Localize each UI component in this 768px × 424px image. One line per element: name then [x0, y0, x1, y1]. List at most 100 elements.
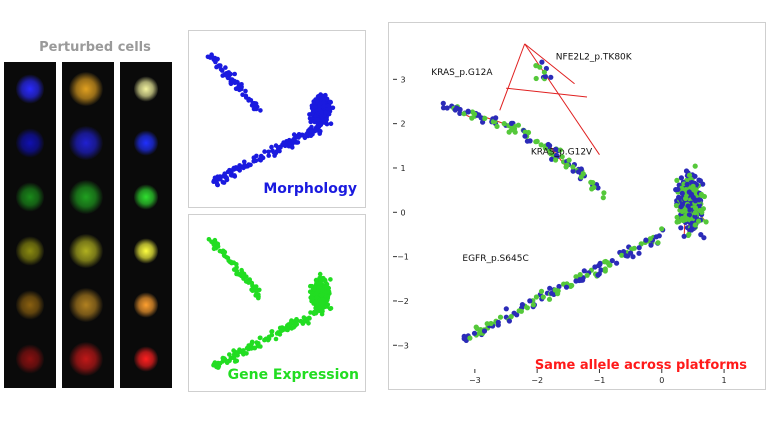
- allele-node: [686, 172, 693, 178]
- allele-node: [690, 183, 696, 189]
- allele-node: [557, 147, 563, 153]
- allele-node: [440, 105, 447, 111]
- allele-node: [636, 250, 642, 256]
- data-point: [317, 131, 322, 136]
- data-point: [257, 335, 263, 341]
- gene-expression-scatter-panel: Gene Expression: [188, 214, 366, 392]
- morphology-label: Morphology: [263, 181, 357, 197]
- data-point: [313, 277, 319, 283]
- cell-image-agp: [62, 278, 114, 332]
- data-point: [269, 144, 274, 150]
- cell-image-er: [62, 170, 114, 224]
- data-point: [245, 279, 250, 285]
- data-point: [214, 64, 219, 70]
- allele-node: [465, 109, 471, 115]
- allele-node: [473, 324, 479, 330]
- allele-node: [681, 233, 687, 239]
- data-point: [216, 175, 222, 181]
- allele-node: [542, 73, 548, 80]
- allele-node: [457, 110, 463, 116]
- allele-node: [541, 69, 547, 75]
- data-point: [266, 149, 271, 155]
- cell-image-rna: [120, 224, 172, 278]
- gene-expression-scatter: [206, 237, 334, 370]
- data-point: [232, 174, 238, 179]
- allele-node: [592, 264, 598, 270]
- data-point: [301, 319, 307, 325]
- data-point: [227, 352, 232, 357]
- allele-node: [701, 235, 707, 241]
- allele-node: [653, 234, 659, 240]
- data-point: [215, 244, 221, 249]
- allele-node: [678, 175, 684, 181]
- cell-blob: [134, 130, 158, 156]
- allele-node: [655, 240, 661, 246]
- allele-node: [533, 75, 539, 82]
- cell-blob: [16, 290, 44, 320]
- data-point: [251, 155, 257, 160]
- allele-node: [643, 237, 649, 243]
- cell-blob: [134, 76, 158, 102]
- allele-node: [566, 157, 572, 163]
- allele-node: [600, 195, 606, 201]
- allele-node: [692, 163, 698, 169]
- data-point: [317, 305, 323, 310]
- data-point: [215, 182, 220, 188]
- y-tick-label: −2: [397, 297, 409, 306]
- allele-node: [679, 201, 685, 207]
- data-point: [324, 304, 330, 309]
- data-point: [235, 165, 241, 171]
- cell-image-dna: [4, 116, 56, 170]
- data-point: [223, 72, 229, 78]
- allele-node: [552, 287, 558, 293]
- data-point: [206, 237, 212, 242]
- data-point: [308, 133, 314, 138]
- allele-annotation: KRAS_p.G12A: [431, 68, 493, 78]
- cell-blob: [69, 126, 103, 160]
- data-point: [319, 300, 325, 306]
- allele-node: [482, 115, 488, 121]
- x-tick-label: 1: [722, 376, 727, 385]
- data-point: [277, 332, 283, 337]
- allele-node: [454, 105, 460, 111]
- data-point: [276, 145, 281, 150]
- data-point: [221, 180, 227, 185]
- y-tick-label: 0: [400, 208, 405, 217]
- data-point: [252, 345, 258, 351]
- allele-edge: [524, 43, 600, 155]
- allele-annotation: NFE2L2_p.TK80K: [556, 52, 633, 62]
- data-point: [212, 55, 218, 61]
- data-point: [213, 240, 219, 246]
- allele-node: [495, 319, 501, 325]
- allele-node: [697, 207, 703, 214]
- data-point: [218, 63, 223, 68]
- allele-node: [469, 115, 475, 121]
- data-point: [324, 121, 330, 127]
- data-point: [211, 362, 216, 368]
- allele-node: [469, 109, 476, 115]
- allele-node: [506, 318, 512, 324]
- allele-node: [530, 302, 536, 308]
- data-point: [262, 149, 267, 154]
- data-point: [229, 260, 234, 266]
- allele-node: [674, 214, 680, 220]
- allele-node: [581, 268, 587, 274]
- data-point: [234, 352, 240, 357]
- data-point: [324, 96, 330, 102]
- allele-network-plot: −3 −2 −1 0 1 −3 −2 −1 0 1 2 3 KRAS_p.G12A NFE2L2_p.TK…: [393, 43, 727, 385]
- data-point: [266, 153, 271, 158]
- allele-node: [508, 314, 514, 320]
- allele-node: [595, 272, 601, 278]
- allele-node: [673, 203, 680, 209]
- y-tick-label: 3: [400, 75, 405, 84]
- allele-node: [684, 216, 690, 222]
- data-point: [232, 71, 237, 77]
- data-point: [246, 97, 252, 102]
- allele-node: [597, 262, 603, 268]
- y-tick-label: −1: [397, 253, 409, 262]
- cell-image-column: [4, 62, 56, 388]
- x-tick-label: 0: [659, 376, 664, 385]
- allele-node: [573, 278, 579, 284]
- allele-node: [524, 138, 530, 144]
- cell-blob: [16, 236, 44, 266]
